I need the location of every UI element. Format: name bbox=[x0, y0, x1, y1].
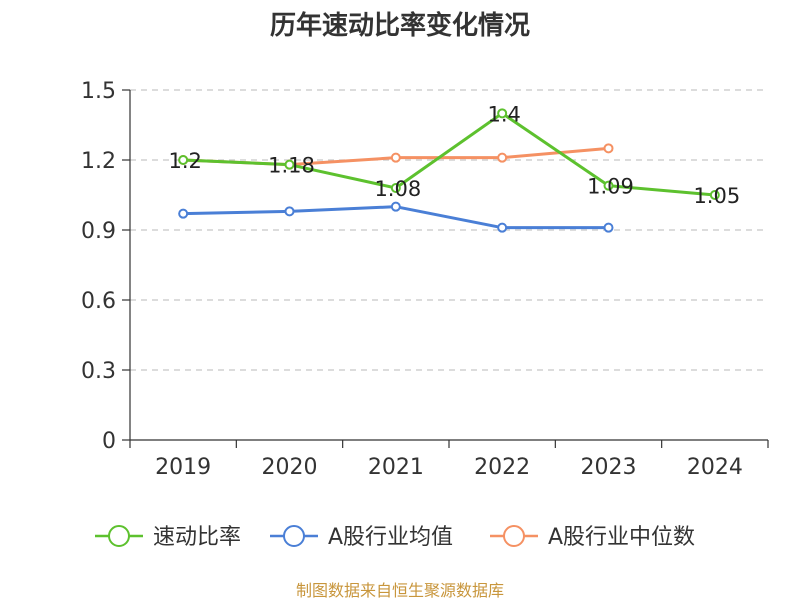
legend-label-2: A股行业中位数 bbox=[548, 525, 695, 550]
data-labels: 1.2 1.18 1.08 1.4 1.09 1.05 bbox=[168, 102, 740, 208]
point-2-2023 bbox=[603, 143, 614, 154]
legend: 速动比率 A股行业均值 A股行业中位数 bbox=[95, 525, 695, 550]
data-label-2021: 1.08 bbox=[374, 177, 421, 201]
point-0-2021 bbox=[390, 183, 401, 193]
point-2-2021 bbox=[390, 152, 401, 163]
y-tick-label-3: 0.9 bbox=[81, 219, 116, 244]
point-1-2022 bbox=[497, 222, 508, 233]
x-tick-label-2021: 2021 bbox=[368, 455, 424, 480]
data-label-2023: 1.09 bbox=[587, 175, 634, 199]
legend-label-0: 速动比率 bbox=[153, 525, 241, 550]
axes: 0 0.3 0.6 0.9 1.2 1.5 2019 2020 2021 2022 2023 2024 bbox=[81, 79, 769, 480]
y-tick-label-4: 1.2 bbox=[81, 149, 116, 174]
point-0-2024 bbox=[709, 190, 720, 200]
data-label-2019: 1.2 bbox=[168, 149, 201, 173]
series-line-0 bbox=[183, 111, 715, 197]
data-label-2024: 1.05 bbox=[693, 184, 740, 208]
legend-marker-0 bbox=[108, 525, 130, 547]
point-0-2020 bbox=[284, 159, 295, 170]
point-2-2022 bbox=[497, 152, 508, 163]
source-note: 制图数据来自恒生聚源数据库 bbox=[296, 581, 504, 600]
legend-label-1: A股行业均值 bbox=[328, 525, 453, 550]
x-tick-label-2022: 2022 bbox=[474, 455, 530, 480]
legend-marker-1 bbox=[283, 525, 305, 547]
x-tick-label-2019: 2019 bbox=[155, 455, 211, 480]
chart-title: 历年速动比率变化情况 bbox=[270, 10, 530, 41]
point-1-2020 bbox=[284, 206, 295, 217]
y-tick-label-2: 0.6 bbox=[81, 289, 116, 314]
point-1-2019 bbox=[178, 208, 189, 219]
x-tick-label-2024: 2024 bbox=[687, 455, 743, 480]
data-label-2020: 1.18 bbox=[268, 154, 315, 178]
series-group bbox=[178, 108, 720, 233]
grid-lines bbox=[130, 89, 768, 371]
y-tick-label-1: 0.3 bbox=[81, 359, 116, 384]
y-tick-label-0: 0 bbox=[102, 429, 116, 454]
point-0-2022 bbox=[497, 108, 508, 119]
data-label-2022: 1.4 bbox=[487, 102, 520, 126]
point-1-2021 bbox=[390, 201, 401, 212]
legend-marker-2 bbox=[503, 525, 525, 547]
x-tick-label-2023: 2023 bbox=[581, 455, 637, 480]
point-0-2019 bbox=[178, 155, 189, 165]
x-tick-label-2020: 2020 bbox=[262, 455, 318, 480]
point-0-2023 bbox=[603, 180, 614, 191]
y-tick-label-5: 1.5 bbox=[81, 79, 116, 104]
point-1-2023 bbox=[603, 222, 614, 233]
